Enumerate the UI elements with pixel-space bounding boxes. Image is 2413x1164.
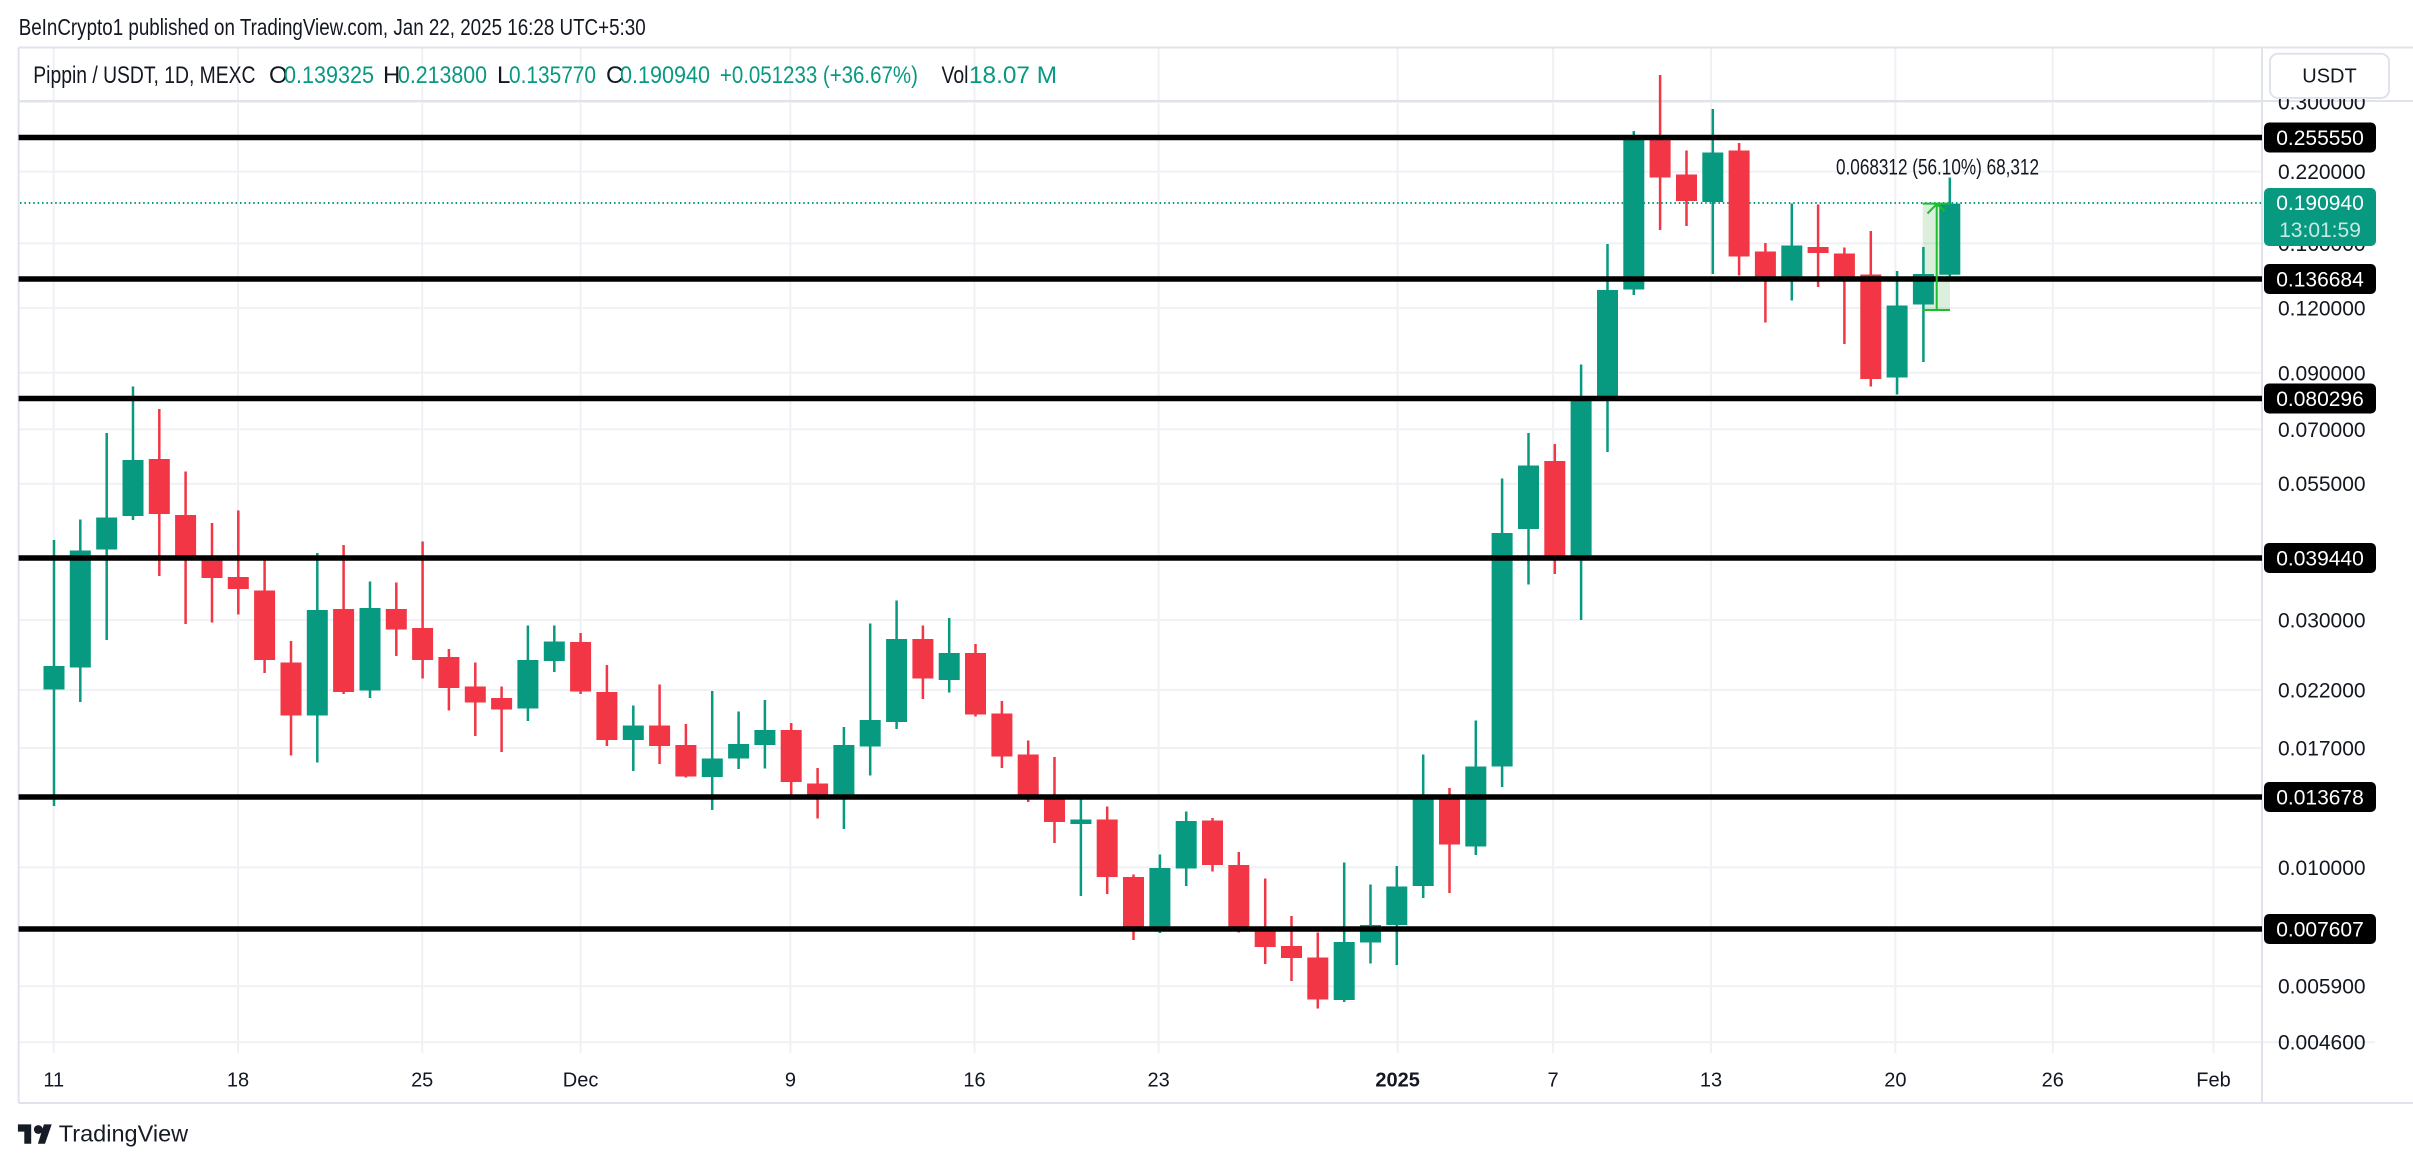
svg-text:Feb: Feb (2196, 1070, 2230, 1092)
svg-text:0.120000: 0.120000 (2278, 298, 2366, 321)
svg-text:18: 18 (227, 1070, 249, 1092)
svg-text:TradingView: TradingView (59, 1121, 189, 1147)
svg-text:Dec: Dec (563, 1070, 599, 1092)
svg-text:0.055000: 0.055000 (2278, 473, 2366, 496)
svg-text:9: 9 (785, 1070, 796, 1092)
svg-text:16: 16 (963, 1070, 985, 1092)
svg-text:BeInCrypto1 published on Tradi: BeInCrypto1 published on TradingView.com… (19, 14, 646, 40)
svg-text:0.136684: 0.136684 (2276, 269, 2364, 292)
svg-text:0.004600: 0.004600 (2278, 1032, 2366, 1055)
svg-text:26: 26 (2042, 1070, 2064, 1092)
svg-text:11: 11 (43, 1070, 64, 1092)
svg-text:0.039440: 0.039440 (2276, 548, 2364, 571)
svg-text:0.005900: 0.005900 (2278, 976, 2366, 999)
svg-text:0.007607: 0.007607 (2276, 919, 2364, 942)
svg-text:2025: 2025 (1375, 1070, 1420, 1092)
svg-text:USDT: USDT (2302, 66, 2356, 88)
svg-text:0.220000: 0.220000 (2278, 161, 2366, 184)
svg-text:0.013678: 0.013678 (2276, 787, 2364, 810)
svg-text:0.068312 (56.10%) 68,312: 0.068312 (56.10%) 68,312 (1836, 155, 2039, 180)
svg-text:0.030000: 0.030000 (2278, 610, 2366, 633)
svg-text:0.070000: 0.070000 (2278, 419, 2366, 442)
svg-text:0.190940: 0.190940 (2276, 192, 2364, 215)
svg-text:0.010000: 0.010000 (2278, 857, 2366, 880)
svg-text:20: 20 (1884, 1070, 1906, 1092)
svg-text:7: 7 (1548, 1070, 1559, 1092)
svg-text:13:01:59: 13:01:59 (2279, 219, 2361, 242)
svg-text:0.255550: 0.255550 (2276, 127, 2364, 150)
svg-text:0.017000: 0.017000 (2278, 738, 2366, 761)
svg-text:25: 25 (411, 1070, 433, 1092)
svg-text:0.080296: 0.080296 (2276, 388, 2364, 411)
svg-text:0.090000: 0.090000 (2278, 362, 2366, 385)
svg-text:0.022000: 0.022000 (2278, 679, 2366, 702)
svg-text:13: 13 (1700, 1070, 1722, 1092)
svg-text:23: 23 (1147, 1070, 1169, 1092)
